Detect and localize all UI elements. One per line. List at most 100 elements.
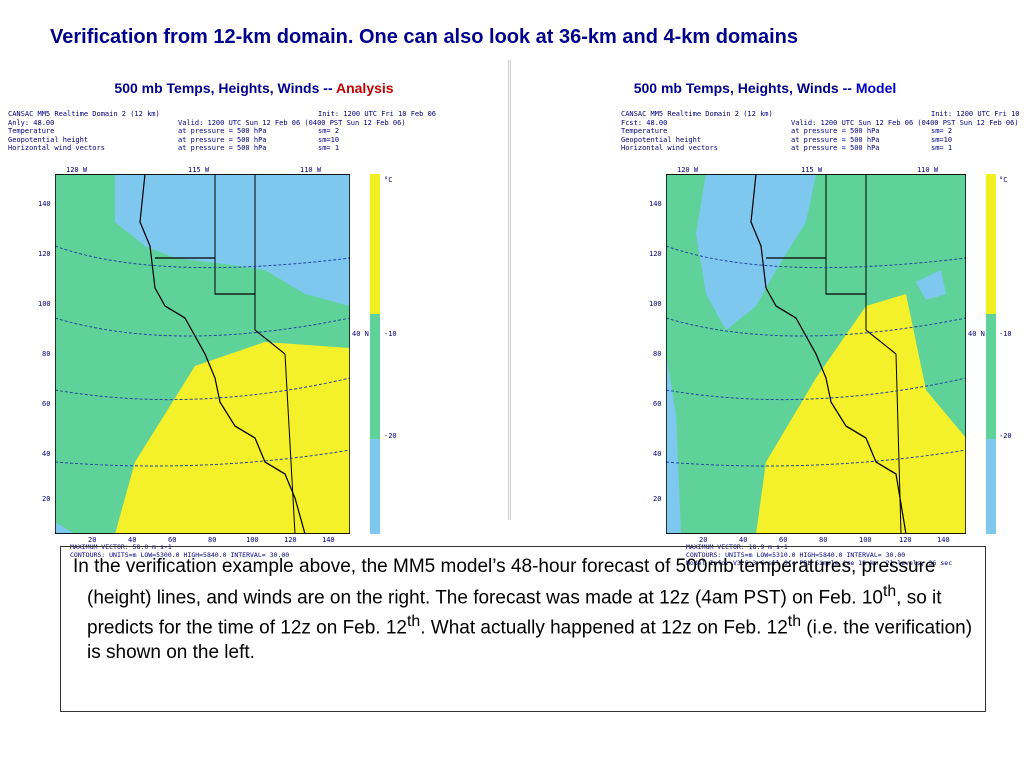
- scale-label: -20: [384, 432, 397, 440]
- panel-title-prefix: 500 mb Temps, Heights, Winds --: [633, 80, 856, 96]
- caption-segment: In the verification example above, the M…: [73, 556, 936, 608]
- lon-label: 120: [899, 536, 912, 544]
- model-footer: MAXIMUM VECTOR: 18.9 m s-1 CONTOURS: UNI…: [686, 543, 952, 567]
- meta-cell: [178, 110, 318, 119]
- meta-cell: Geopotential height: [621, 135, 702, 144]
- lat-label: 60: [653, 400, 662, 408]
- meta-cell: sm= 2: [931, 127, 953, 135]
- meta-cell: [791, 110, 931, 119]
- lon-top-label: 110 W: [300, 166, 322, 174]
- meta-cell: Valid: 1200 UTC Sun 12 Feb 06 (0400 PST …: [178, 118, 406, 127]
- meta-cell: at pressure = 500 hPa: [791, 127, 880, 135]
- model-panel: 500 mb Temps, Heights, Winds -- Model CA…: [510, 60, 1024, 567]
- scale-label: -10: [999, 330, 1012, 338]
- warm-temperature-band: [756, 294, 966, 534]
- cold-temperature-patch: [916, 270, 946, 300]
- scale-green: [370, 314, 380, 439]
- scale-yellow: [986, 174, 996, 314]
- lat-label: 120: [38, 250, 51, 258]
- caption-segment: (i.e. the verification) is shown on the …: [87, 617, 973, 664]
- lon-label: 40: [739, 536, 748, 544]
- caption-superscript: th: [407, 613, 421, 631]
- meta-cell: CANSAC MM5 Realtime Domain 2 (12 km): [621, 110, 773, 118]
- lon-label: 100: [859, 536, 872, 544]
- caption-text: In the verification example above, the M…: [73, 555, 973, 666]
- lon-label: 140: [937, 536, 950, 544]
- lon-label: 100: [246, 536, 259, 544]
- meta-cell: sm=10: [931, 135, 953, 144]
- lat-label: 80: [42, 350, 51, 358]
- cold-temperature-band-west: [666, 354, 681, 534]
- panel-title-tag: Analysis: [335, 80, 394, 96]
- meta-cell: Horizontal wind vectors: [8, 144, 105, 152]
- lat-label: 40: [42, 450, 51, 458]
- lat-label: 20: [42, 495, 51, 503]
- meta-cell: Geopotential height: [8, 135, 89, 144]
- scale-blue: [986, 439, 996, 534]
- page-title: Verification from 12-km domain. One can …: [50, 26, 798, 48]
- scale-blue: [370, 439, 380, 534]
- footer-line: MAXIMUM VECTOR: 18.9 m s-1: [686, 543, 788, 551]
- lon-top-label: 120 W: [66, 166, 88, 174]
- caption-superscript: th: [882, 582, 897, 600]
- lon-label: 140: [322, 536, 335, 544]
- meta-cell: Init: 1200 UTC Fri 10 Feb 06: [931, 110, 1024, 118]
- analysis-footer: MAXIMUM VECTOR: 58.0 m s-1 CONTOURS: UNI…: [70, 543, 289, 559]
- lat-label: 140: [38, 200, 51, 208]
- scale-yellow: [370, 174, 380, 314]
- lon-label: 40: [128, 536, 137, 544]
- state-border: [155, 257, 286, 355]
- meta-cell: at pressure = 500 hPa: [178, 127, 267, 135]
- caption-superscript: th: [787, 613, 801, 631]
- caption-segment: . What actually happened at 12z on Feb. …: [420, 617, 788, 639]
- height-contours: [666, 245, 966, 467]
- meta-cell: sm= 2: [318, 127, 340, 135]
- lon-top-label: 120 W: [677, 166, 699, 174]
- lat-label: 20: [653, 495, 662, 503]
- caption-box: In the verification example above, the M…: [60, 546, 986, 712]
- scale-label: °C: [999, 176, 1008, 184]
- cold-temperature-band: [115, 174, 350, 306]
- meta-cell: Valid: 1200 UTC Sun 12 Feb 06 (0400 PST …: [791, 118, 1019, 127]
- state-border: [766, 257, 897, 355]
- model-map: [666, 174, 966, 534]
- meta-cell: sm=10: [318, 135, 340, 144]
- lat-right-label: 40 N: [968, 330, 985, 338]
- state-border: [825, 174, 902, 534]
- cold-temperature-band: [696, 174, 816, 330]
- scale-label: °C: [384, 176, 393, 184]
- meta-cell: at pressure = 500 hPa: [178, 135, 267, 144]
- meta-cell: Anly: 48.00: [8, 118, 55, 127]
- coastline: [139, 174, 306, 534]
- footer-line: Model Info: V3.6.3 Grell Sfc PBL Simple …: [686, 559, 953, 567]
- meta-cell: sm= 1: [318, 144, 340, 152]
- lon-top-label: 115 W: [188, 166, 210, 174]
- lat-label: 80: [653, 350, 662, 358]
- scale-label: -20: [999, 432, 1012, 440]
- lon-label: 20: [88, 536, 97, 544]
- panel-title-tag: Model: [855, 80, 897, 96]
- lat-label: 100: [649, 300, 662, 308]
- meta-cell: at pressure = 500 hPa: [791, 135, 880, 144]
- lat-right-label: 40 N: [352, 330, 369, 338]
- meta-cell: Fcst: 48.00: [621, 118, 668, 127]
- analysis-panel: 500 mb Temps, Heights, Winds -- Analysis…: [0, 60, 509, 559]
- analysis-meta: CANSAC MM5 Realtime Domain 2 (12 km) Init…: [8, 110, 436, 153]
- meta-cell: at pressure = 500 hPa: [178, 144, 267, 152]
- height-contours: [55, 245, 350, 467]
- lat-label: 100: [38, 300, 51, 308]
- footer-line: CONTOURS: UNITS=m LOW=5300.0 HIGH=5840.0…: [70, 551, 290, 559]
- lon-label: 80: [819, 536, 828, 544]
- temperature-color-scale: [986, 174, 1010, 534]
- lat-label: 140: [649, 200, 662, 208]
- meta-cell: Horizontal wind vectors: [621, 144, 718, 152]
- lon-label: 20: [699, 536, 708, 544]
- temperature-color-scale: [370, 174, 394, 534]
- state-border: [214, 174, 296, 534]
- footer-line: CONTOURS: UNITS=m LOW=5310.0 HIGH=5840.0…: [686, 551, 906, 559]
- lon-top-label: 115 W: [801, 166, 823, 174]
- caption-segment: , so it predicts for the time of 12z on …: [87, 586, 942, 639]
- model-meta: CANSAC MM5 Realtime Domain 2 (12 km) Init…: [621, 110, 1024, 153]
- meta-cell: Temperature: [621, 127, 668, 135]
- scale-label: -10: [384, 330, 397, 338]
